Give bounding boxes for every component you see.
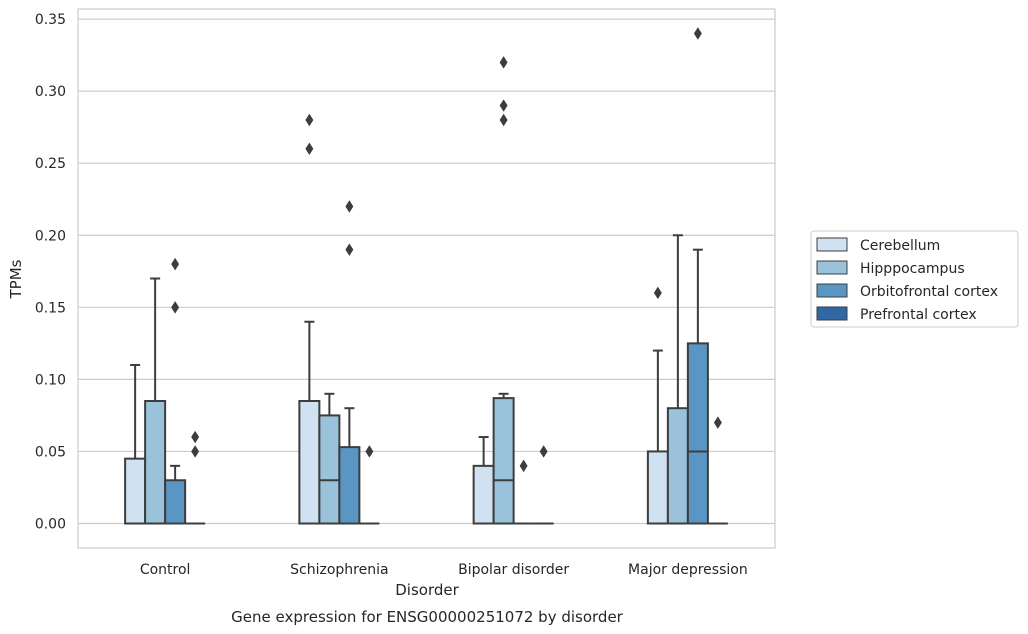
- outlier-point: [519, 459, 528, 473]
- outlier-point: [305, 113, 314, 127]
- box-body: [144, 400, 167, 525]
- outlier-point: [713, 416, 722, 429]
- x-axis-label: Disorder: [395, 581, 459, 599]
- box-orbitofrontal-cortex: [338, 200, 361, 525]
- box-prefrontal-cortex: [185, 430, 206, 525]
- outlier-point: [305, 142, 314, 156]
- box-body: [164, 479, 187, 525]
- box-body: [686, 342, 709, 525]
- box-hipppocampus: [144, 277, 167, 525]
- y-tick-label: 0.05: [35, 444, 66, 460]
- legend-label: Prefrontal cortex: [860, 307, 977, 323]
- chart-caption: Gene expression for ENSG00000251072 by d…: [231, 608, 624, 626]
- y-tick-label: 0.10: [35, 372, 66, 388]
- outlier-point: [191, 430, 200, 444]
- legend-swatch: [816, 237, 848, 252]
- box-cerebellum: [646, 286, 669, 525]
- y-tick-label: 0.35: [35, 12, 66, 28]
- box-orbitofrontal-cortex: [164, 257, 187, 525]
- box-body: [338, 446, 361, 525]
- x-tick-label: Control: [140, 562, 191, 578]
- outlier-point: [345, 243, 354, 256]
- outlier-point: [191, 445, 200, 458]
- legend-frame: [810, 230, 1019, 328]
- box-prefrontal-cortex: [533, 445, 554, 525]
- x-tick-label: Bipolar disorder: [458, 562, 569, 578]
- outlier-point: [693, 27, 702, 40]
- legend-swatch: [816, 283, 848, 298]
- outlier-point: [171, 301, 180, 314]
- outlier-point: [171, 257, 180, 271]
- box-body: [472, 464, 495, 525]
- box-prefrontal-cortex: [707, 416, 728, 525]
- x-tick-label: Major depression: [628, 562, 748, 578]
- box-hipppocampus: [492, 56, 515, 525]
- box-body: [124, 457, 147, 525]
- x-tick-label: Schizophrenia: [290, 562, 388, 578]
- legend-label: Cerebellum: [860, 238, 940, 254]
- box-body: [492, 397, 515, 525]
- box-body: [646, 450, 669, 525]
- legend: Cerebellum Hipppocampus Orbitofrontal cort…: [810, 230, 1019, 328]
- y-tick-label: 0.30: [35, 84, 66, 100]
- outlier-point: [539, 445, 548, 458]
- outlier-point: [365, 445, 374, 458]
- y-tick-label: 0.25: [35, 156, 66, 172]
- outlier-point: [499, 99, 508, 112]
- legend-swatch: [816, 260, 848, 275]
- y-axis-ticks: 0.00 0.05 0.10 0.15 0.20 0.25 0.30 0.35: [35, 12, 66, 532]
- box-orbitofrontal-cortex: [686, 27, 709, 525]
- outlier-point: [499, 56, 508, 69]
- plot-area: [77, 8, 776, 549]
- box-body: [298, 400, 321, 525]
- outlier-point: [653, 286, 662, 300]
- y-tick-label: 0.15: [35, 300, 66, 316]
- y-axis-label: TPMs: [7, 259, 25, 299]
- box-orbitofrontal-cortex: [513, 459, 534, 525]
- y-tick-label: 0.20: [35, 228, 66, 244]
- outlier-point: [499, 113, 508, 127]
- outlier-point: [345, 200, 354, 213]
- legend-label: Orbitofrontal cortex: [860, 284, 998, 300]
- box-body: [666, 407, 689, 525]
- box-series-group: [124, 27, 728, 525]
- box-prefrontal-cortex: [359, 445, 380, 525]
- box-body: [318, 414, 341, 525]
- box-cerebellum: [472, 436, 495, 525]
- y-tick-label: 0.00: [35, 517, 66, 533]
- legend-swatch: [816, 306, 848, 321]
- x-axis-ticks: Control Schizophrenia Bipolar disorder Majo…: [140, 562, 748, 578]
- box-cerebellum: [298, 113, 321, 525]
- legend-label: Hipppocampus: [860, 261, 965, 277]
